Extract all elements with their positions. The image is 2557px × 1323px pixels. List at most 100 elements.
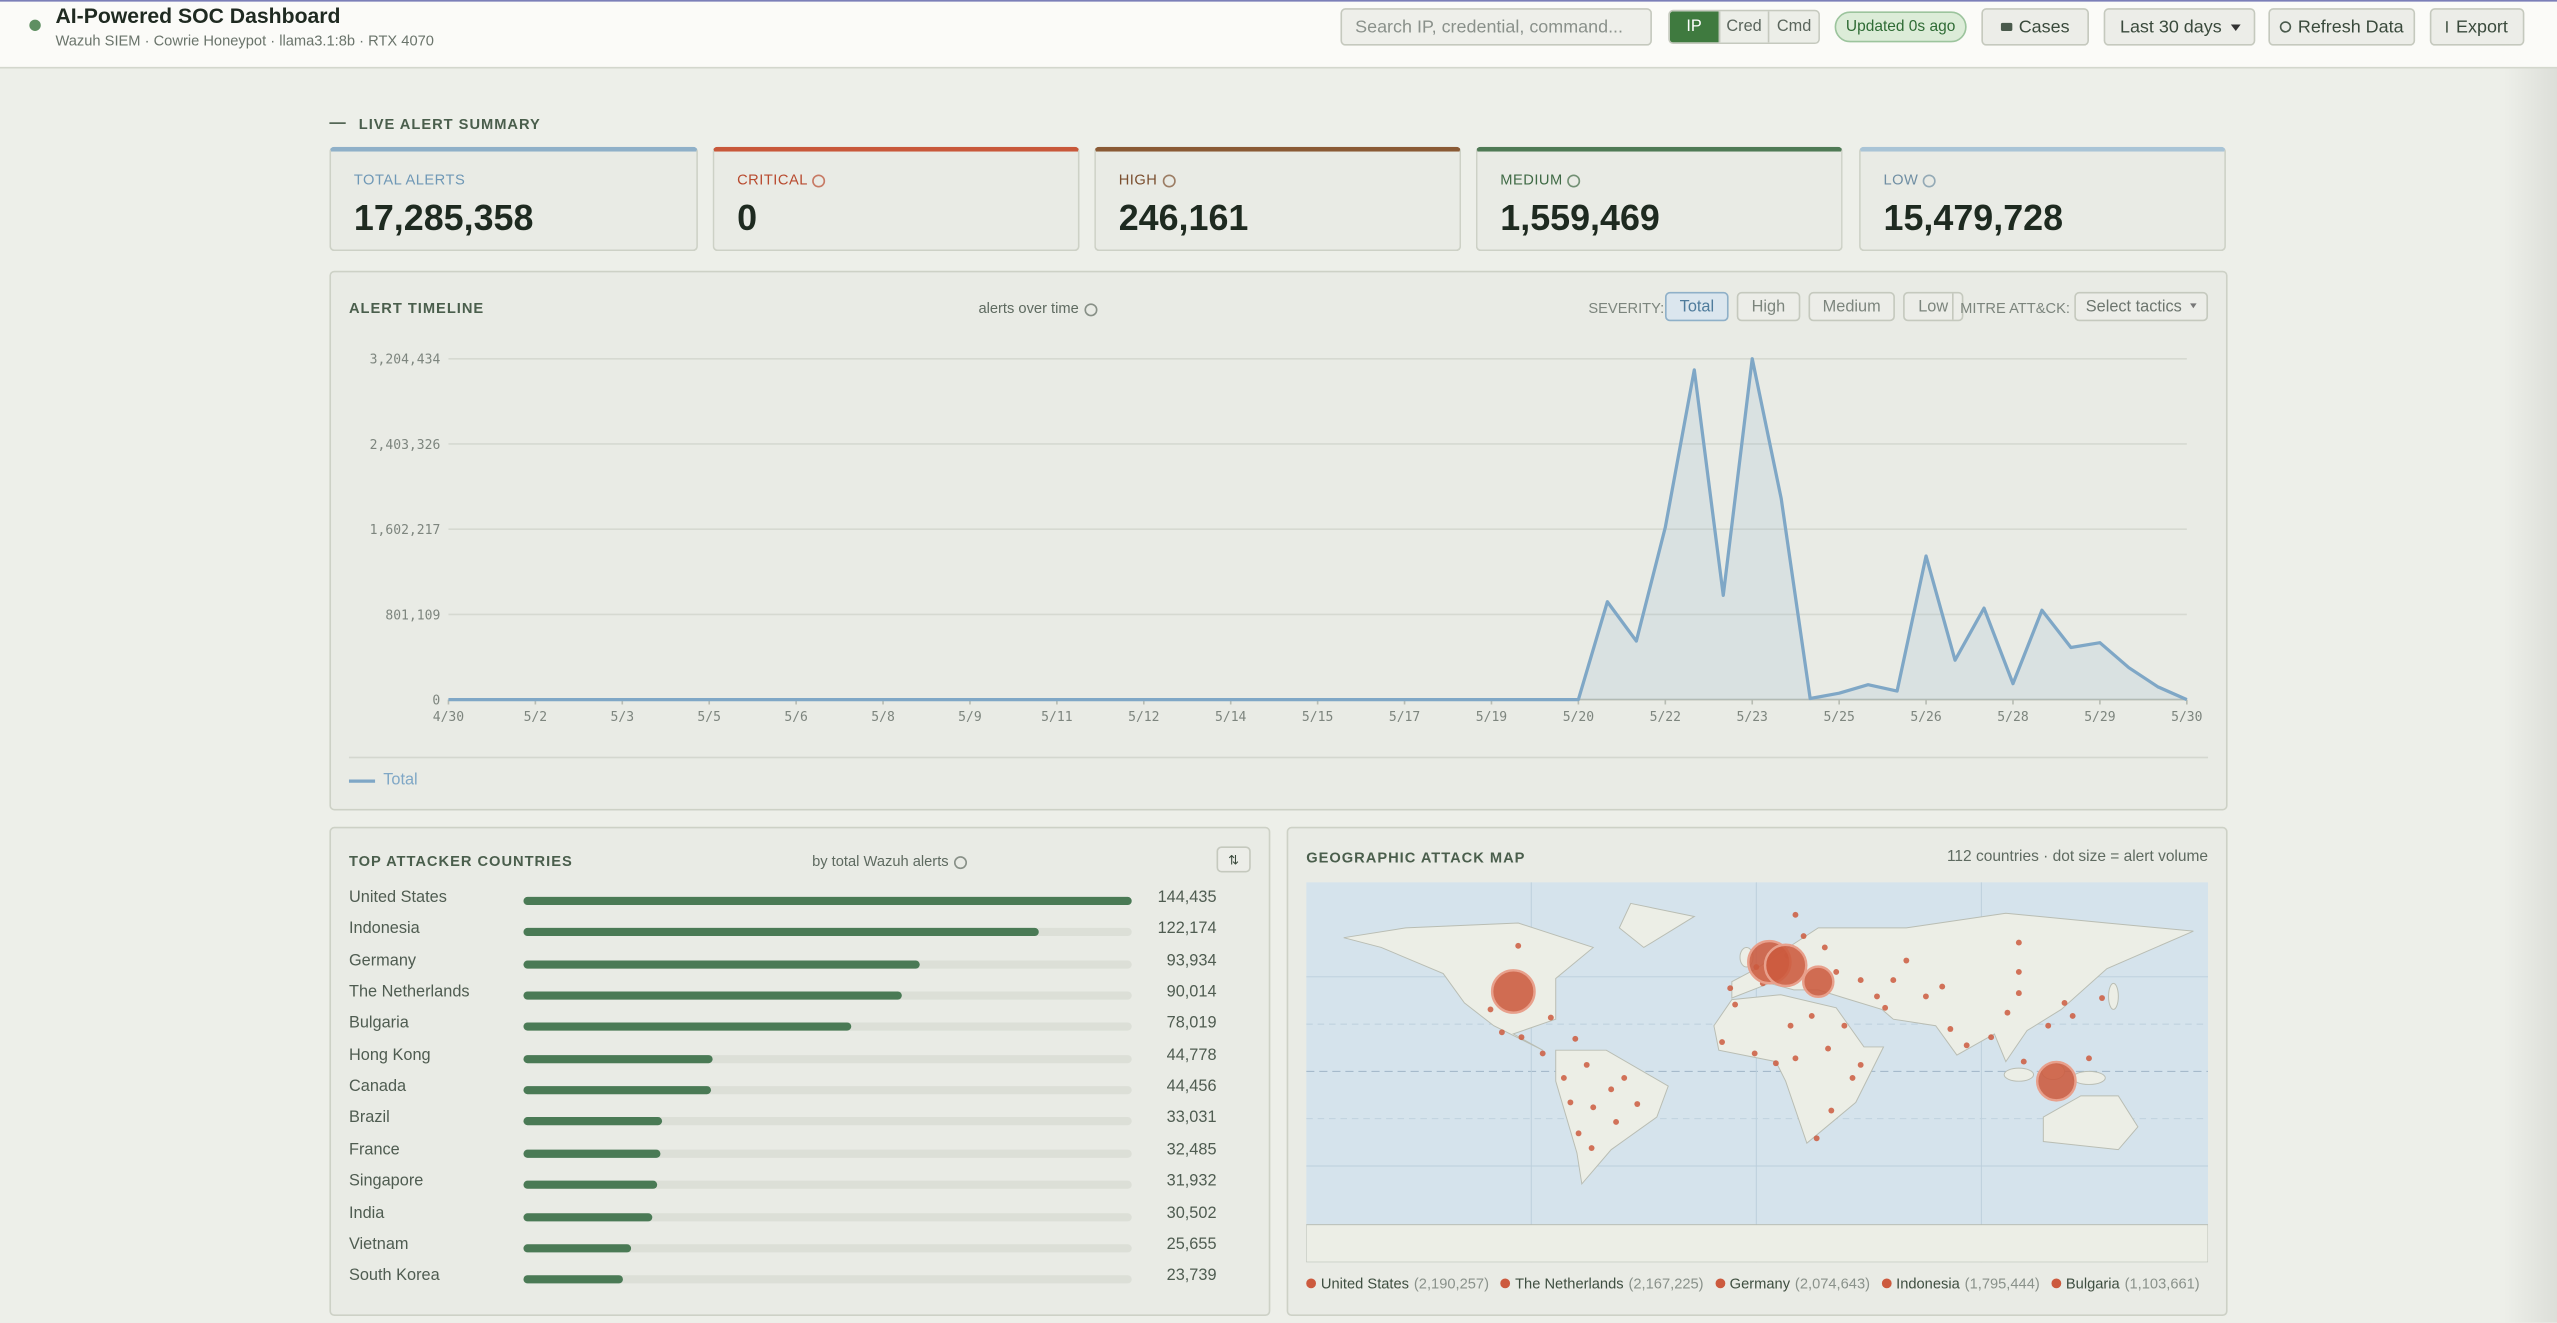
legend-dot (1500, 1278, 1511, 1289)
scroll-shadow (2503, 68, 2557, 1323)
attack-dot (1988, 1034, 1995, 1041)
world-map (1306, 882, 2209, 1263)
country-row: India 30,502 (349, 1204, 1230, 1227)
info-icon (1162, 173, 1176, 187)
legend-item: Bulgaria (1,103,661) (2051, 1275, 2200, 1292)
refresh-button[interactable]: Refresh Data (2268, 8, 2416, 46)
legend-value: (2,190,257) (1413, 1275, 1489, 1292)
attack-dot (1922, 993, 1929, 1000)
y-tick-label: 2,403,326 (370, 438, 441, 453)
country-name: France (348, 1141, 400, 1160)
mitre-select[interactable]: Select tactics (2074, 291, 2209, 322)
kpi-label: MEDIUM (1500, 171, 1581, 188)
bar (523, 959, 920, 969)
bar-track (523, 896, 1132, 906)
legend-item: Indonesia (1,795,444) (1881, 1275, 2040, 1292)
country-value: 44,778 (1166, 1046, 1217, 1065)
x-tick-label: 5/19 (1476, 710, 1507, 725)
mitre-placeholder: Select tactics (2085, 297, 2182, 316)
legend-rule (348, 756, 2209, 759)
x-tick-label: 5/3 (611, 710, 635, 725)
country-row: Bulgaria 78,019 (349, 1015, 1230, 1038)
kpi-value: 246,161 (1118, 197, 1249, 239)
attack-dot (1800, 933, 1807, 939)
country-row: Canada 44,456 (349, 1078, 1230, 1101)
export-label: Export (2456, 17, 2508, 37)
country-name: Canada (348, 1078, 407, 1097)
search-mode-toggle: IP Cred Cmd (1668, 9, 1820, 45)
legend-swatch (348, 778, 376, 782)
search-mode[interactable]: Cmd (1768, 11, 1819, 43)
attack-dot (1613, 1119, 1619, 1125)
cases-button[interactable]: Cases (1981, 8, 2089, 46)
mitre-label: MITRE ATT&CK: (1960, 300, 2070, 317)
attack-dot (1751, 1050, 1758, 1057)
attack-dot (1808, 1013, 1815, 1019)
y-tick-label: 1,602,217 (370, 523, 441, 538)
attack-dot (2020, 1058, 2027, 1065)
kpi-value: 1,559,469 (1500, 197, 1660, 239)
x-tick-label: 5/15 (1302, 710, 1333, 725)
attack-dot (1792, 1055, 1799, 1062)
kpi-label: TOTAL ALERTS (354, 171, 465, 187)
search-input[interactable]: Search IP, credential, command... (1340, 8, 1652, 46)
kpi-label-text: CRITICAL (737, 171, 808, 188)
attack-dot (2069, 1013, 2076, 1019)
bar-track (523, 1243, 1132, 1253)
timeline-card: ALERT TIMELINE alerts over time SEVERITY… (329, 270, 2228, 811)
severity-option[interactable]: Low (1903, 291, 1963, 322)
x-tick-label: 5/22 (1650, 710, 1681, 725)
country-value: 144,435 (1157, 888, 1217, 907)
attack-dot (1575, 1130, 1582, 1137)
country-row: Germany 93,934 (349, 952, 1230, 975)
kpi-card: CRITICAL 0 (712, 146, 1080, 252)
legend-name: Indonesia (1896, 1275, 1960, 1292)
attack-dot (1583, 1061, 1590, 1068)
info-icon (1083, 302, 1097, 316)
x-tick-label: 5/26 (1910, 710, 1941, 725)
bar-track (523, 1149, 1132, 1158)
attack-dot (2099, 995, 2105, 1001)
country-row: Indonesia 122,174 (349, 920, 1230, 943)
x-tick-label: 5/2 (524, 710, 548, 725)
country-row: Hong Kong 44,778 (349, 1047, 1230, 1070)
search-mode[interactable]: IP (1669, 11, 1719, 43)
legend-name: United States (1320, 1275, 1410, 1292)
x-tick-label: 5/12 (1128, 710, 1159, 725)
country-name: Hong Kong (348, 1046, 431, 1065)
country-row: Singapore 31,932 (349, 1173, 1230, 1196)
legend-dot (1306, 1278, 1317, 1289)
bar-track (523, 991, 1132, 1000)
attack-dot (1903, 957, 1910, 964)
sort-button[interactable]: ⇅ (1216, 846, 1251, 873)
small-dots (1487, 911, 2105, 1151)
attack-dot (1518, 1034, 1525, 1041)
attack-dot (2004, 1009, 2011, 1016)
kpi-label: HIGH (1119, 171, 1176, 188)
timeline-subtitle: alerts over time (978, 300, 1097, 316)
legend-name: The Netherlands (1515, 1275, 1624, 1292)
map-legend: United States (2,190,257) The Netherlands(… (1306, 1275, 2200, 1292)
legend-name: Bulgaria (2065, 1275, 2120, 1292)
y-tick-label: 801,109 (385, 608, 440, 623)
country-name: Vietnam (348, 1235, 409, 1254)
bar (523, 896, 1132, 906)
refresh-label: Refresh Data (2297, 17, 2404, 37)
search-mode[interactable]: Cred (1718, 11, 1769, 43)
country-name: The Netherlands (348, 983, 470, 1002)
severity-option[interactable]: Total (1664, 291, 1729, 322)
bar (523, 1212, 652, 1221)
severity-option[interactable]: High (1736, 291, 1800, 322)
export-button[interactable]: Export (2429, 8, 2525, 46)
severity-option[interactable]: Medium (1808, 291, 1896, 322)
x-tick-label: 5/9 (958, 710, 982, 725)
bar (523, 1149, 661, 1158)
attack-dot (1841, 1022, 1848, 1029)
bar (523, 1275, 624, 1284)
x-tick-label: 5/23 (1737, 710, 1768, 725)
legend-dot (1715, 1278, 1725, 1289)
country-name: United States (348, 888, 447, 907)
attack-dot (1772, 1060, 1779, 1067)
range-select[interactable]: Last 30 days (2103, 8, 2256, 46)
country-name: Germany (348, 951, 417, 970)
